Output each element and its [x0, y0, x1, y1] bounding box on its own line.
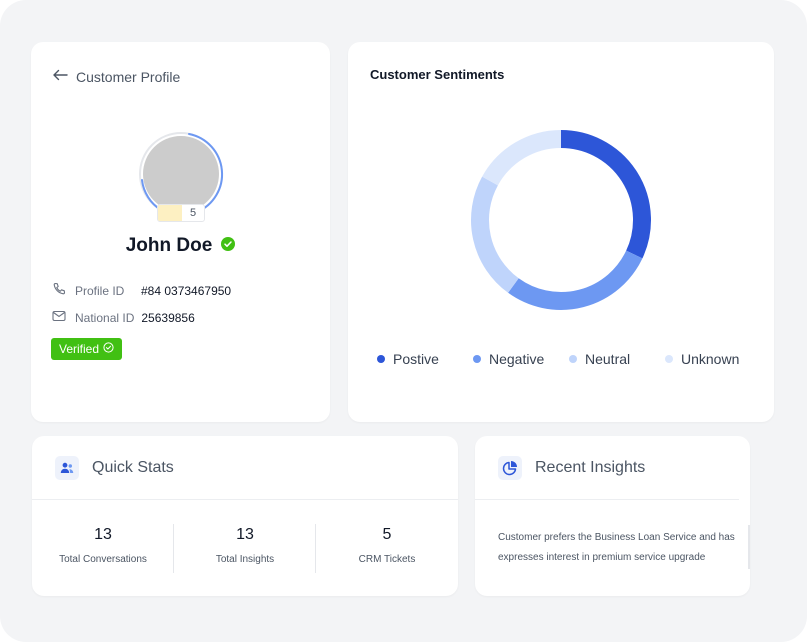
profile-title: Customer Profile: [76, 69, 181, 85]
stat-value: 13: [236, 526, 254, 543]
pie-chart-icon: [498, 456, 522, 480]
national-id-value: 25639856: [141, 310, 195, 325]
verified-badge: Verified: [51, 338, 123, 360]
legend-dot-unknown: [665, 355, 673, 363]
stat-label: Total Conversations: [59, 554, 147, 565]
stat-total-insights: 13 Total Insights: [174, 526, 316, 565]
stat-value: 5: [382, 526, 392, 543]
sentiment-donut-chart: [471, 130, 651, 310]
mail-icon: [52, 310, 66, 325]
legend-item-neutral: Neutral: [569, 351, 630, 367]
phone-icon: [52, 282, 66, 299]
quick-stats-card: Quick Stats 13 Total Conversations 13 To…: [32, 436, 458, 596]
level-badge-fill: [158, 205, 182, 221]
quick-stats-title: Quick Stats: [92, 459, 174, 476]
legend-item-positive: Postive: [377, 351, 439, 367]
stat-value: 13: [94, 526, 112, 543]
recent-insights-header: Recent Insights: [498, 456, 645, 480]
legend-label-positive: Postive: [393, 351, 439, 367]
legend-label-neutral: Neutral: [585, 351, 631, 367]
stat-label: Total Insights: [215, 554, 275, 565]
donut-slice-postive: [560, 130, 651, 259]
stat-total-conversations: 13 Total Conversations: [32, 526, 174, 565]
donut-slice-negative: [508, 250, 643, 310]
insight-text: Customer prefers the Business Loan Servi…: [498, 532, 735, 563]
recent-insights-title: Recent Insights: [535, 459, 646, 476]
legend-dot-negative: [473, 355, 481, 363]
profile-id-value: #84 0373467950: [141, 283, 232, 298]
legend-item-unknown: Unknown: [665, 351, 739, 367]
quick-stats-header: Quick Stats: [55, 456, 174, 480]
level-number: 5: [189, 207, 197, 219]
verified-check-icon: [221, 236, 236, 256]
verified-badge-label: Verified: [59, 342, 100, 356]
legend-dot-positive: [377, 355, 385, 363]
insights-scrollbar[interactable]: [748, 525, 750, 569]
profile-id-label: Profile ID: [75, 283, 125, 298]
legend-label-negative: Negative: [489, 351, 545, 367]
quick-stats-divider: [32, 499, 458, 500]
stat-separator: [315, 524, 316, 573]
legend-dot-neutral: [569, 355, 577, 363]
stat-separator: [173, 524, 174, 573]
check-circle-icon: [103, 342, 114, 356]
back-arrow-icon[interactable]: [52, 68, 68, 86]
profile-header[interactable]: Customer Profile: [52, 68, 180, 86]
customer-sentiments-card: Customer Sentiments Postive Negative Neu…: [348, 42, 774, 422]
sentiments-title: Customer Sentiments: [370, 67, 505, 82]
legend-label-unknown: Unknown: [681, 351, 740, 367]
donut-slice-neutral: [471, 176, 519, 293]
users-icon: [55, 456, 79, 480]
avatar-container: 5: [137, 130, 225, 222]
national-id-label: National ID: [75, 310, 135, 325]
stat-crm-tickets: 5 CRM Tickets: [316, 526, 458, 565]
national-id-row: National ID 25639856: [52, 310, 195, 325]
level-badge: 5: [157, 204, 205, 222]
customer-profile-card: Customer Profile 5 John Doe Pr: [31, 42, 330, 422]
avatar: [143, 136, 219, 212]
profile-id-row: Profile ID #84 0373467950: [52, 282, 231, 299]
legend-item-negative: Negative: [473, 351, 544, 367]
stat-label: CRM Tickets: [358, 554, 416, 565]
insights-divider: [475, 499, 739, 500]
customer-name-row: John Doe: [31, 235, 330, 257]
donut-slice-unknown: [482, 130, 562, 186]
recent-insights-card: Recent Insights Customer prefers the Bus…: [475, 436, 750, 596]
customer-name: John Doe: [125, 235, 213, 256]
